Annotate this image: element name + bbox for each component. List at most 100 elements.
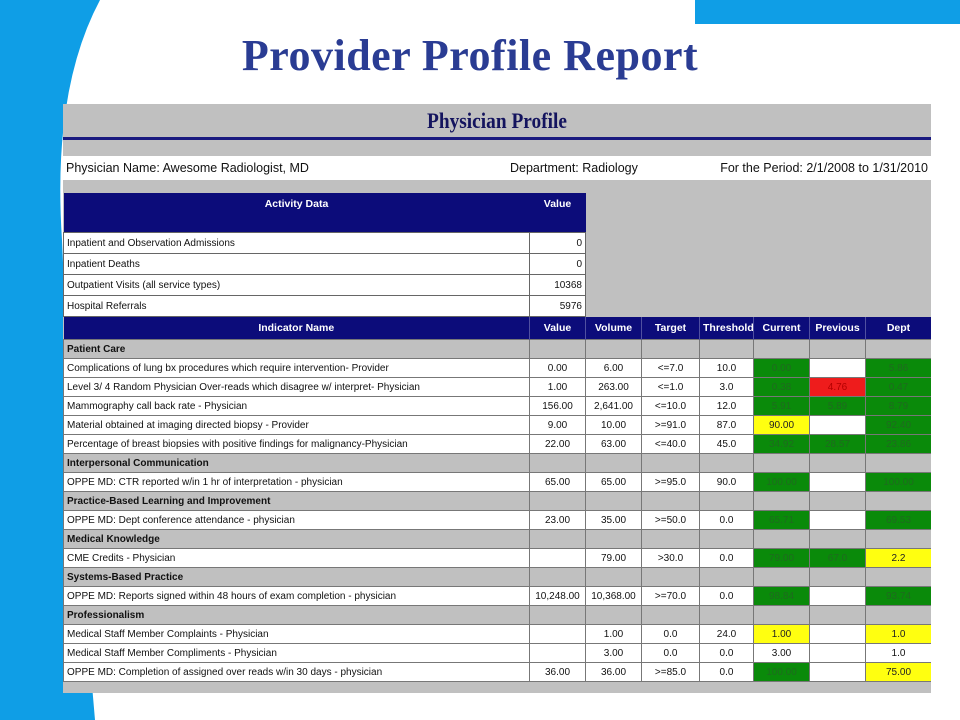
indicator-row: Percentage of breast biopsies with posit… (63, 434, 931, 454)
previous-cell (809, 643, 866, 663)
header-volume: Volume (585, 317, 642, 340)
category-spacer-cell (585, 605, 642, 625)
dept-cell: 23.86 (865, 434, 931, 454)
category-spacer-cell (641, 453, 700, 473)
category-spacer-cell (809, 491, 866, 511)
target-cell: >=95.0 (641, 472, 700, 492)
indicator-name: Complications of lung bx procedures whic… (63, 358, 530, 378)
indicator-row: CME Credits - Physician 79.00 >30.0 0.0 79.0… (63, 548, 931, 568)
volume-cell: 35.00 (585, 510, 642, 530)
dept-cell: 75.00 (865, 662, 931, 682)
previous-cell (809, 358, 866, 378)
target-cell: <=1.0 (641, 377, 700, 397)
current-cell: 98.84 (753, 586, 810, 606)
category-spacer-cell (529, 529, 586, 549)
value-cell: 1.00 (529, 377, 586, 397)
volume-cell: 65.00 (585, 472, 642, 492)
value-cell: 0.00 (529, 358, 586, 378)
value-cell (529, 643, 586, 663)
activity-header-value: Value (529, 193, 586, 233)
category-spacer-cell (699, 567, 754, 587)
dept-cell: 0.47 (865, 377, 931, 397)
volume-cell: 2,641.00 (585, 396, 642, 416)
category-row: Professionalism (63, 605, 931, 625)
category-spacer-cell (865, 567, 931, 587)
indicator-row: Mammography call back rate - Physician 15… (63, 396, 931, 416)
category-label: Interpersonal Communication (63, 453, 530, 473)
indicator-name: OPPE MD: Dept conference attendance - ph… (63, 510, 530, 530)
indicator-row: OPPE MD: Reports signed within 48 hours … (63, 586, 931, 606)
category-spacer-cell (809, 605, 866, 625)
category-spacer-cell (641, 529, 700, 549)
category-label: Patient Care (63, 339, 530, 359)
dept-cell: 1.0 (865, 643, 931, 663)
category-row: Practice-Based Learning and Improvement (63, 491, 931, 511)
volume-cell: 10.00 (585, 415, 642, 435)
activity-value: 10368 (529, 274, 586, 296)
target-cell: >=70.0 (641, 586, 700, 606)
activity-header-row: Activity Data Value (63, 193, 586, 233)
indicator-row: Level 3/ 4 Random Physician Over-reads w… (63, 377, 931, 397)
category-spacer-cell (809, 529, 866, 549)
activity-value: 5976 (529, 295, 586, 317)
indicator-name: Medical Staff Member Compliments - Physi… (63, 643, 530, 663)
category-spacer-cell (753, 605, 810, 625)
current-cell: 34.92 (753, 434, 810, 454)
previous-cell (809, 662, 866, 682)
threshold-cell: 10.0 (699, 358, 754, 378)
target-cell: >=91.0 (641, 415, 700, 435)
category-spacer-cell (809, 339, 866, 359)
indicator-table: Indicator Name Value Volume Target Thres… (63, 317, 931, 682)
activity-label: Outpatient Visits (all service types) (63, 274, 530, 296)
current-cell: 100.00 (753, 472, 810, 492)
volume-cell: 263.00 (585, 377, 642, 397)
dept-cell: 8.79 (865, 396, 931, 416)
indicator-name: Material obtained at imaging directed bi… (63, 415, 530, 435)
previous-cell (809, 586, 866, 606)
threshold-cell: 87.0 (699, 415, 754, 435)
threshold-cell: 0.0 (699, 586, 754, 606)
dept-cell: 93.74 (865, 586, 931, 606)
header-value: Value (529, 317, 586, 340)
activity-value: 0 (529, 253, 586, 275)
report-title: Physician Profile (426, 108, 568, 133)
activity-label: Inpatient and Observation Admissions (63, 232, 530, 254)
value-cell (529, 548, 586, 568)
category-spacer-cell (529, 605, 586, 625)
category-spacer-cell (699, 339, 754, 359)
department: Department: Radiology (510, 161, 638, 175)
volume-cell: 79.00 (585, 548, 642, 568)
threshold-cell: 0.0 (699, 548, 754, 568)
threshold-cell: 24.0 (699, 624, 754, 644)
activity-row: Inpatient and Observation Admissions 0 (63, 232, 586, 254)
threshold-cell: 90.0 (699, 472, 754, 492)
category-spacer-cell (699, 491, 754, 511)
previous-cell (809, 510, 866, 530)
category-spacer-cell (529, 453, 586, 473)
category-spacer-cell (529, 567, 586, 587)
indicator-row: Complications of lung bx procedures whic… (63, 358, 931, 378)
header-threshold: Threshold (699, 317, 754, 340)
current-cell: 0.00 (753, 358, 810, 378)
category-row: Interpersonal Communication (63, 453, 931, 473)
indicator-name: Mammography call back rate - Physician (63, 396, 530, 416)
report-info-row: Physician Name: Awesome Radiologist, MD … (63, 156, 931, 180)
category-spacer-cell (585, 567, 642, 587)
dept-cell: 92.40 (865, 415, 931, 435)
indicator-row: OPPE MD: Dept conference attendance - ph… (63, 510, 931, 530)
target-cell: <=7.0 (641, 358, 700, 378)
category-label: Systems-Based Practice (63, 567, 530, 587)
category-spacer-cell (865, 453, 931, 473)
threshold-cell: 12.0 (699, 396, 754, 416)
category-spacer-cell (699, 605, 754, 625)
title-divider (63, 137, 931, 140)
category-spacer-cell (699, 529, 754, 549)
category-spacer-cell (641, 491, 700, 511)
dept-cell: 1.0 (865, 624, 931, 644)
value-cell: 22.00 (529, 434, 586, 454)
current-cell: 3.00 (753, 643, 810, 663)
activity-table: Activity Data Value Inpatient and Observ… (63, 193, 586, 317)
category-spacer-cell (641, 567, 700, 587)
previous-cell: 67.0 (809, 548, 866, 568)
current-cell: 0.38 (753, 377, 810, 397)
